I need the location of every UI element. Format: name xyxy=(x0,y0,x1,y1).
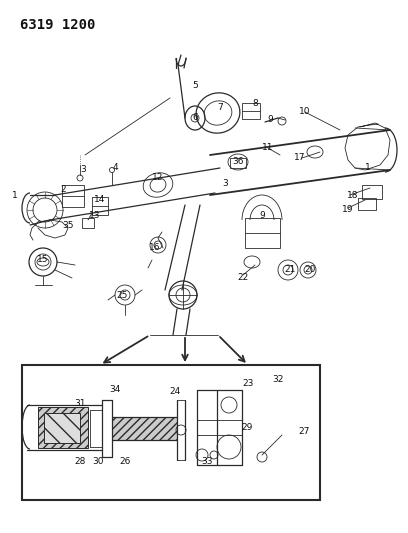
Text: 6319 1200: 6319 1200 xyxy=(20,18,95,32)
Text: 3: 3 xyxy=(222,179,228,188)
Text: 15: 15 xyxy=(37,255,49,264)
Text: 5: 5 xyxy=(192,80,198,90)
Bar xyxy=(358,198,376,210)
Text: 16: 16 xyxy=(149,244,161,253)
Text: 22: 22 xyxy=(237,272,248,281)
Bar xyxy=(242,103,260,119)
Text: 34: 34 xyxy=(109,385,121,394)
Text: 24: 24 xyxy=(169,387,181,397)
Text: 29: 29 xyxy=(241,424,253,432)
Text: 8: 8 xyxy=(252,99,258,108)
Text: 30: 30 xyxy=(92,457,104,466)
Text: 17: 17 xyxy=(294,154,306,163)
Text: 27: 27 xyxy=(298,427,310,437)
Text: 32: 32 xyxy=(272,376,284,384)
Text: 7: 7 xyxy=(217,103,223,112)
Text: 2: 2 xyxy=(60,185,66,195)
Text: 12: 12 xyxy=(152,174,164,182)
Polygon shape xyxy=(112,417,177,440)
Text: 11: 11 xyxy=(262,143,274,152)
Bar xyxy=(362,185,382,199)
Text: 10: 10 xyxy=(299,108,311,117)
Text: 13: 13 xyxy=(89,211,101,220)
Bar xyxy=(44,413,80,443)
Text: 9: 9 xyxy=(267,116,273,125)
Text: 31: 31 xyxy=(74,399,86,408)
Text: 36: 36 xyxy=(232,157,244,166)
Text: 19: 19 xyxy=(342,206,354,214)
Text: 1: 1 xyxy=(365,164,371,173)
Bar xyxy=(22,365,320,500)
Text: 4: 4 xyxy=(112,164,118,173)
Text: 20: 20 xyxy=(304,265,316,274)
Text: 14: 14 xyxy=(94,196,106,205)
Text: 1: 1 xyxy=(12,190,18,199)
Text: 9: 9 xyxy=(259,211,265,220)
Text: 26: 26 xyxy=(119,457,131,466)
Bar xyxy=(245,218,280,248)
Text: 28: 28 xyxy=(74,457,86,466)
Text: 35: 35 xyxy=(62,221,74,230)
Text: 25: 25 xyxy=(116,290,128,300)
Bar xyxy=(38,407,88,448)
Text: 18: 18 xyxy=(347,190,359,199)
Bar xyxy=(82,218,94,228)
Bar xyxy=(230,158,246,168)
Text: 33: 33 xyxy=(201,457,213,466)
Text: 23: 23 xyxy=(242,378,254,387)
Text: 6: 6 xyxy=(192,114,198,123)
Bar xyxy=(62,185,84,207)
Bar xyxy=(92,197,108,215)
Text: 3: 3 xyxy=(80,166,86,174)
Text: 21: 21 xyxy=(284,265,296,274)
